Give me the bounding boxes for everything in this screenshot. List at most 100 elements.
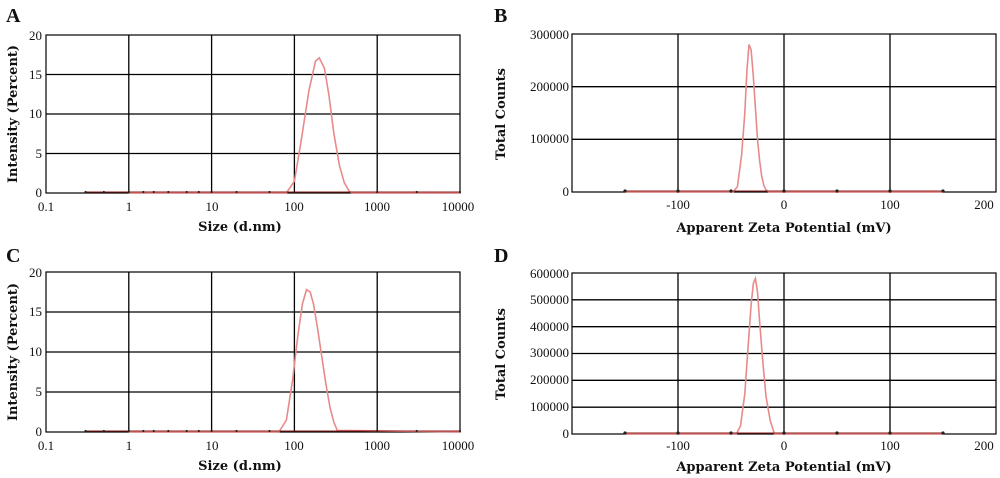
panel-a-baseline (84, 190, 462, 194)
panel-a-x-tick: 1000 (364, 199, 390, 214)
panel-b-y-tick: 300000 (530, 27, 569, 42)
panel-a-letter: A (6, 5, 21, 27)
panel-d-y-tick: 600000 (530, 266, 569, 281)
panel-a-y-tick: 10 (29, 106, 42, 121)
panel-c-baseline-marker (268, 429, 271, 433)
panel-b-x-tick: -100 (666, 197, 690, 212)
panel-c-x-tick: 1000 (364, 438, 390, 453)
panel-a-grid (46, 35, 460, 193)
panel-a-x-ticks: 0.1 1 10 100 1000 10000 (38, 199, 474, 214)
panel-c-baseline-marker (102, 429, 105, 433)
panel-c-baseline-marker (210, 429, 213, 433)
panel-b-baseline-marker (623, 189, 627, 193)
panel-d-baseline-marker (941, 431, 945, 435)
panel-d-y-ticks: 0 100000 200000 300000 400000 500000 600… (530, 266, 569, 441)
panel-a-y-tick: 5 (36, 146, 43, 161)
panel-a-x-tick: 10 (206, 199, 219, 214)
panel-c-baseline-marker (167, 429, 170, 433)
panel-a-series-line (128, 56, 460, 194)
panel-c-baseline-marker (142, 429, 145, 433)
panel-b-grid (572, 34, 996, 192)
panel-c-baseline-marker (458, 429, 462, 433)
panel-c-x-tick: 1 (126, 438, 133, 453)
panel-c-baseline-marker (152, 429, 155, 433)
panel-b-baseline-marker (729, 189, 733, 193)
panel-c-y-axis-label: Intensity (Percent) (6, 283, 21, 421)
panel-d-x-tick: 200 (974, 438, 994, 453)
panel-c: C 0 5 10 15 20 0.1 1 10 100 1000 10000 S… (6, 245, 474, 474)
panel-b-y-tick: 0 (563, 184, 570, 199)
panel-d-x-tick: 100 (880, 438, 900, 453)
panel-a-baseline-marker (197, 190, 200, 194)
panel-d-y-axis-label: Total Counts (494, 308, 509, 400)
panel-a-x-tick: 1 (126, 199, 133, 214)
panel-b-baseline-marker (941, 189, 945, 193)
panel-c-baseline (84, 429, 462, 433)
panel-c-baseline-marker (415, 429, 418, 433)
panel-a-baseline-marker (142, 190, 145, 194)
panel-d-baseline-marker (835, 431, 839, 435)
panel-a-y-tick: 0 (36, 185, 43, 200)
panel-b-x-tick: 0 (781, 197, 788, 212)
panel-c-y-tick: 5 (36, 384, 43, 399)
panel-a-baseline-marker (84, 190, 87, 194)
panel-a: A 0 5 10 15 20 0.1 1 10 100 1000 10000 S… (6, 5, 474, 235)
panel-c-y-tick: 15 (29, 304, 42, 319)
panel-c-grid (46, 272, 460, 432)
panel-a-x-tick: 10000 (442, 199, 475, 214)
panel-c-baseline-marker (127, 429, 130, 433)
panel-d-y-tick: 100000 (530, 399, 569, 414)
panel-d-letter: D (494, 245, 508, 267)
panel-d-y-tick: 300000 (530, 345, 569, 360)
panel-d-y-tick: 0 (563, 426, 570, 441)
panel-c-x-ticks: 0.1 1 10 100 1000 10000 (38, 438, 474, 453)
panel-d-series-line (625, 275, 943, 435)
panel-a-x-axis-label: Size (d.nm) (198, 220, 282, 235)
panel-c-baseline-marker (185, 429, 188, 433)
panel-b-y-ticks: 0 100000 200000 300000 (530, 27, 569, 199)
panel-a-baseline-marker (127, 190, 130, 194)
panel-d-x-tick: 0 (781, 438, 788, 453)
panel-d-y-tick: 400000 (530, 319, 569, 334)
panel-c-baseline-marker (376, 429, 379, 433)
panel-a-baseline-marker (167, 190, 170, 194)
panel-c-letter: C (6, 245, 20, 267)
panel-a-baseline-marker (415, 190, 418, 194)
panel-c-x-axis-label: Size (d.nm) (198, 459, 282, 474)
panel-a-baseline-marker (458, 190, 462, 194)
panel-b-baseline (623, 189, 945, 193)
panel-d-x-ticks: -100 0 100 200 (666, 438, 994, 453)
panel-d-baseline-marker (676, 431, 680, 435)
panel-a-y-tick: 15 (29, 67, 42, 82)
panel-b-baseline-marker (676, 189, 680, 193)
panel-c-baseline-marker (197, 429, 200, 433)
panel-c-baseline-marker (235, 429, 238, 433)
panel-d-baseline-marker (623, 431, 627, 435)
panel-c-y-tick: 20 (29, 265, 42, 280)
panel-b-y-tick: 100000 (530, 131, 569, 146)
panel-b-baseline-marker (888, 189, 892, 193)
panel-b-y-axis-label: Total Counts (494, 68, 509, 160)
panel-b-x-tick: 200 (974, 197, 994, 212)
panel-c-y-tick: 10 (29, 344, 42, 359)
panel-d-x-axis-label: Apparent Zeta Potential (mV) (675, 460, 891, 475)
panel-c-x-tick: 0.1 (38, 438, 54, 453)
panel-a-y-axis-label: Intensity (Percent) (6, 45, 21, 183)
panel-a-y-ticks: 0 5 10 15 20 (29, 28, 42, 200)
panel-b: B 0 100000 200000 300000 -100 0 100 200 … (494, 5, 997, 236)
panel-c-series-line (128, 288, 461, 433)
panel-a-baseline-marker (102, 190, 105, 194)
panel-b-baseline-marker (835, 189, 839, 193)
panel-c-x-tick: 10000 (442, 438, 475, 453)
panel-c-baseline-marker (84, 429, 87, 433)
panel-a-baseline-marker (268, 190, 271, 194)
panel-b-y-tick: 200000 (530, 79, 569, 94)
panel-c-x-tick: 10 (206, 438, 219, 453)
panel-a-baseline-marker (376, 190, 379, 194)
panel-a-y-tick: 20 (29, 28, 42, 43)
panel-a-baseline-marker (210, 190, 213, 194)
panel-b-x-axis-label: Apparent Zeta Potential (mV) (675, 221, 891, 236)
panel-b-x-tick: 100 (880, 197, 900, 212)
panel-b-x-ticks: -100 0 100 200 (666, 197, 994, 212)
